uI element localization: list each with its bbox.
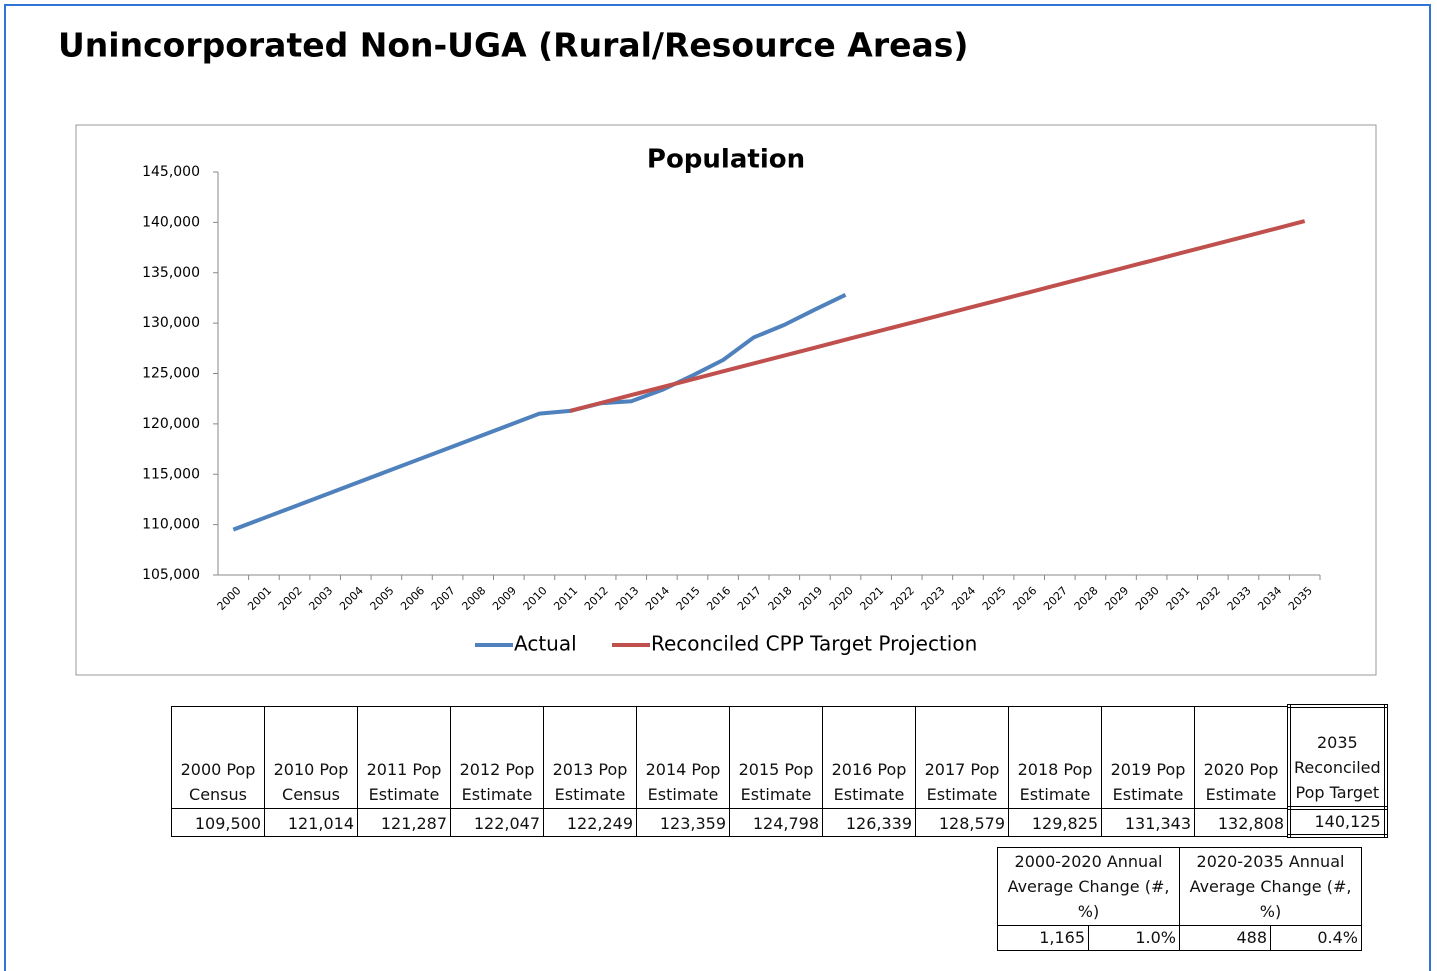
data-cell: 126,339 [822,807,916,837]
chart-box [75,124,1377,676]
data-cell: 1,165 [997,925,1089,951]
header-cell: 2035 Reconciled Pop Target [1287,704,1388,810]
data-cell: 1.0% [1088,925,1180,951]
data-cell: 140,125 [1287,806,1388,838]
chart-title: Population [647,145,805,175]
header-row: 2000 Pop Census 2010 Pop Census 2011 Pop E… [171,704,1388,810]
data-cell: 132,808 [1194,807,1290,837]
header-cell: 2000-2020 Annual Average Change (#, %) [997,847,1180,926]
change-table: 2000-2020 Annual Average Change (#, %) 20… [997,847,1362,951]
data-cell: 124,798 [729,807,823,837]
header-cell: 2016 Pop Estimate [822,705,916,809]
data-cell: 121,014 [264,807,358,837]
frame [4,4,1431,971]
y-tick-label: 130,000 [142,315,200,331]
data-cell: 122,249 [543,807,637,837]
data-cell: 129,825 [1008,807,1102,837]
header-cell: 2000 Pop Census [171,705,265,809]
data-row: 109,500 121,014 121,287 122,047 122,249 123,3… [171,806,1388,838]
y-tick-label: 135,000 [142,265,200,281]
data-cell: 131,343 [1101,807,1195,837]
header-cell: 2013 Pop Estimate [543,705,637,809]
data-cell: 123,359 [636,807,730,837]
page-title: Unincorporated Non-UGA (Rural/Resource A… [58,26,968,65]
header-row: 2000-2020 Annual Average Change (#, %) 20… [997,847,1362,926]
header-cell: 2010 Pop Census [264,705,358,809]
header-cell: 2019 Pop Estimate [1101,705,1195,809]
y-tick-label: 140,000 [142,214,200,230]
data-cell: 488 [1179,925,1271,951]
legend-label: Actual [514,632,577,656]
header-cell: 2011 Pop Estimate [357,705,451,809]
data-cell: 128,579 [915,807,1009,837]
y-tick-label: 115,000 [142,466,200,482]
header-cell: 2018 Pop Estimate [1008,705,1102,809]
y-tick-label: 125,000 [142,366,200,382]
y-tick-label: 105,000 [142,567,200,583]
header-cell: 2012 Pop Estimate [450,705,544,809]
population-table: 2000 Pop Census 2010 Pop Census 2011 Pop E… [171,704,1388,838]
data-cell: 109,500 [171,807,265,837]
header-cell: 2014 Pop Estimate [636,705,730,809]
y-tick-label: 110,000 [142,517,200,533]
header-cell: 2015 Pop Estimate [729,705,823,809]
data-cell: 122,047 [450,807,544,837]
series-line [569,219,1306,413]
header-cell: 2017 Pop Estimate [915,705,1009,809]
header-cell: 2020-2035 Annual Average Change (#, %) [1179,847,1362,926]
data-cell: 121,287 [357,807,451,837]
data-row: 1,165 1.0% 488 0.4% [997,925,1362,951]
y-tick-label: 145,000 [142,164,200,180]
series-line [232,293,847,532]
legend-label: Reconciled CPP Target Projection [651,632,977,656]
data-cell: 0.4% [1270,925,1362,951]
y-tick-label: 120,000 [142,416,200,432]
header-cell: 2020 Pop Estimate [1194,705,1290,809]
